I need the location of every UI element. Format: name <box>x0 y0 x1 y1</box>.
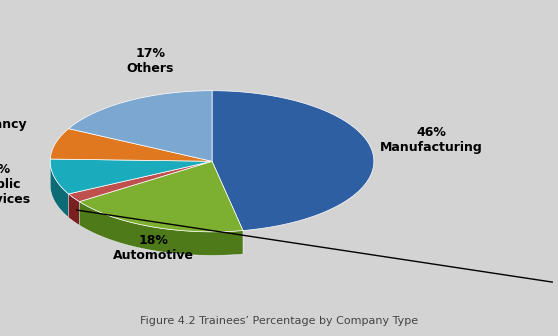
Text: 7%
Consultancy: 7% Consultancy <box>0 103 27 131</box>
Text: 46%
Manufacturing: 46% Manufacturing <box>380 126 483 155</box>
Text: 8%
Public
Services: 8% Public Services <box>0 163 30 206</box>
PathPatch shape <box>69 91 212 161</box>
Text: 2%
Electric/Electr
onic: 2% Electric/Electr onic <box>76 210 558 312</box>
PathPatch shape <box>69 161 212 202</box>
PathPatch shape <box>79 161 243 232</box>
PathPatch shape <box>79 202 243 255</box>
PathPatch shape <box>50 129 212 161</box>
PathPatch shape <box>212 91 374 230</box>
PathPatch shape <box>50 161 69 217</box>
Text: 17%
Others: 17% Others <box>127 47 174 75</box>
Text: Figure 4.2 Trainees’ Percentage by Company Type: Figure 4.2 Trainees’ Percentage by Compa… <box>140 316 418 326</box>
PathPatch shape <box>69 194 79 225</box>
PathPatch shape <box>50 161 243 255</box>
Text: 18%
Automotive: 18% Automotive <box>113 234 194 261</box>
PathPatch shape <box>50 159 212 194</box>
